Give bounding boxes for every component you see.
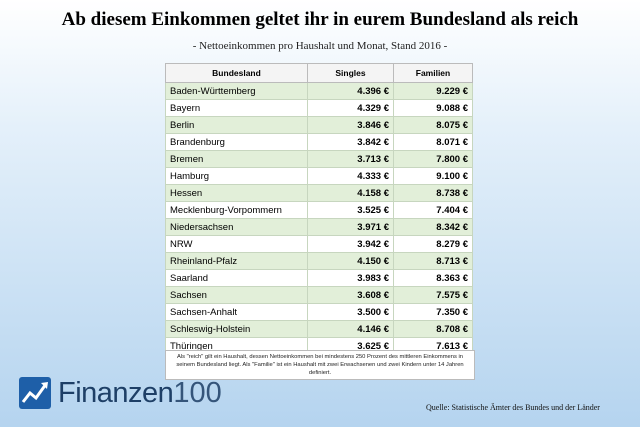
value-cell: 3.500 € xyxy=(307,303,394,321)
state-cell: Bremen xyxy=(165,150,308,168)
header-row: Bundesland Singles Familien xyxy=(165,63,473,83)
state-cell: Bayern xyxy=(165,99,308,117)
value-cell: 8.342 € xyxy=(393,218,473,236)
value-cell: 9.229 € xyxy=(393,82,473,100)
value-cell: 3.608 € xyxy=(307,286,394,304)
state-cell: Saarland xyxy=(165,269,308,287)
state-cell: NRW xyxy=(165,235,308,253)
table: Bundesland Singles Familien Baden-Württemb… xyxy=(165,63,473,355)
value-cell: 9.100 € xyxy=(393,167,473,185)
logo-name: Finanzen xyxy=(58,376,174,409)
state-cell: Baden-Württemberg xyxy=(165,82,308,100)
state-cell: Brandenburg xyxy=(165,133,308,151)
value-cell: 4.329 € xyxy=(307,99,394,117)
footnote: Als "reich" gilt ein Haushalt, dessen Ne… xyxy=(165,350,475,380)
table-row: Bremen 3.713 €7.800 € xyxy=(165,150,473,168)
state-cell: Rheinland-Pfalz xyxy=(165,252,308,270)
value-cell: 8.363 € xyxy=(393,269,473,287)
table-row: Bayern 4.329 €9.088 € xyxy=(165,99,473,117)
value-cell: 8.279 € xyxy=(393,235,473,253)
table-row: NRW 3.942 €8.279 € xyxy=(165,235,473,253)
value-cell: 8.708 € xyxy=(393,320,473,338)
value-cell: 8.738 € xyxy=(393,184,473,202)
value-cell: 4.333 € xyxy=(307,167,394,185)
state-cell: Hamburg xyxy=(165,167,308,185)
column-header: Bundesland xyxy=(165,63,308,83)
state-cell: Hessen xyxy=(165,184,308,202)
table-row: Niedersachsen 3.971 €8.342 € xyxy=(165,218,473,236)
state-cell: Sachsen-Anhalt xyxy=(165,303,308,321)
value-cell: 3.713 € xyxy=(307,150,394,168)
value-cell: 8.071 € xyxy=(393,133,473,151)
value-cell: 4.146 € xyxy=(307,320,394,338)
value-cell: 8.075 € xyxy=(393,116,473,134)
source: Quelle: Statistische Ämter des Bundes un… xyxy=(426,403,600,412)
table-row: Berlin 3.846 €8.075 € xyxy=(165,116,473,134)
table-body: Baden-Württemberg 4.396 €9.229 € Bayern 4.3… xyxy=(165,82,473,355)
table-row: Saarland 3.983 €8.363 € xyxy=(165,269,473,287)
state-cell: Niedersachsen xyxy=(165,218,308,236)
column-header: Familien xyxy=(393,63,473,83)
value-cell: 8.713 € xyxy=(393,252,473,270)
column-header: Singles xyxy=(307,63,394,83)
value-cell: 3.942 € xyxy=(307,235,394,253)
table-row: Brandenburg 3.842 €8.071 € xyxy=(165,133,473,151)
state-cell: Berlin xyxy=(165,116,308,134)
value-cell: 9.088 € xyxy=(393,99,473,117)
table-row: Hamburg 4.333 €9.100 € xyxy=(165,167,473,185)
value-cell: 4.396 € xyxy=(307,82,394,100)
value-cell: 7.350 € xyxy=(393,303,473,321)
state-cell: Mecklenburg-Vorpommern xyxy=(165,201,308,219)
title: Ab diesem Einkommen geltet ihr in eurem … xyxy=(61,9,579,30)
value-cell: 7.800 € xyxy=(393,150,473,168)
table-row: Sachsen 3.608 €7.575 € xyxy=(165,286,473,304)
value-cell: 3.971 € xyxy=(307,218,394,236)
state-cell: Schleswig-Holstein xyxy=(165,320,308,338)
state-cell: Sachsen xyxy=(165,286,308,304)
value-cell: 3.842 € xyxy=(307,133,394,151)
value-cell: 4.150 € xyxy=(307,252,394,270)
subtitle: - Nettoeinkommen pro Haushalt und Monat,… xyxy=(192,40,448,52)
table-row: Schleswig-Holstein 4.146 €8.708 € xyxy=(165,320,473,338)
value-cell: 4.158 € xyxy=(307,184,394,202)
table-row: Sachsen-Anhalt 3.500 €7.350 € xyxy=(165,303,473,321)
table-row: Hessen 4.158 €8.738 € xyxy=(165,184,473,202)
logo-icon xyxy=(19,377,51,409)
table-row: Mecklenburg-Vorpommern 3.525 €7.404 € xyxy=(165,201,473,219)
value-cell: 3.983 € xyxy=(307,269,394,287)
value-cell: 7.404 € xyxy=(393,201,473,219)
value-cell: 3.525 € xyxy=(307,201,394,219)
logo: Finanzen 100 xyxy=(18,376,222,410)
value-cell: 7.575 € xyxy=(393,286,473,304)
table-row: Baden-Württemberg 4.396 €9.229 € xyxy=(165,82,473,100)
value-cell: 3.846 € xyxy=(307,116,394,134)
logo-number: 100 xyxy=(173,376,222,409)
table-row: Rheinland-Pfalz 4.150 €8.713 € xyxy=(165,252,473,270)
